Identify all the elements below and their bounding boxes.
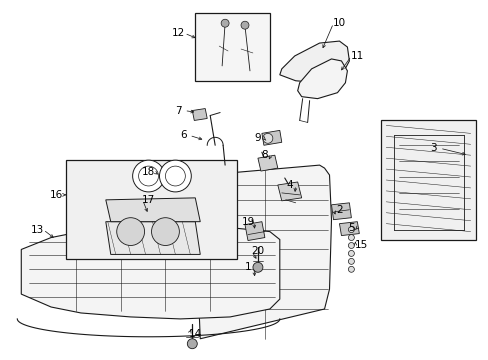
Bar [195,13,269,81]
Text: 15: 15 [354,240,367,251]
Text: 17: 17 [142,195,155,205]
Circle shape [132,160,164,192]
Circle shape [347,235,354,240]
Circle shape [252,262,263,272]
Text: 7: 7 [175,105,182,116]
Polygon shape [297,59,346,99]
Circle shape [151,218,179,246]
Polygon shape [21,226,279,319]
Bar [66,160,237,260]
Circle shape [347,266,354,272]
Circle shape [347,251,354,256]
Circle shape [138,166,158,186]
Text: 18: 18 [142,167,155,177]
Circle shape [187,339,197,349]
Polygon shape [279,41,349,83]
Text: 12: 12 [171,28,184,38]
Polygon shape [244,222,264,240]
Text: 5: 5 [347,222,354,233]
Polygon shape [257,155,277,171]
Text: 6: 6 [180,130,186,140]
Polygon shape [105,198,200,222]
Text: 1: 1 [244,262,251,272]
Polygon shape [105,222,200,255]
Circle shape [159,160,191,192]
Circle shape [347,227,354,233]
Circle shape [165,166,185,186]
Text: 11: 11 [350,51,363,61]
Text: 19: 19 [241,217,254,227]
Circle shape [347,258,354,264]
Text: 20: 20 [251,247,264,256]
Polygon shape [192,109,207,121]
Text: 10: 10 [332,18,346,28]
Text: 8: 8 [261,150,267,160]
Polygon shape [277,182,301,201]
Circle shape [221,19,228,27]
Circle shape [241,21,248,29]
Polygon shape [339,222,359,235]
Text: 13: 13 [30,225,44,235]
Text: 2: 2 [335,205,342,215]
Text: 4: 4 [286,180,292,190]
Polygon shape [262,130,281,145]
Polygon shape [198,165,331,339]
Bar [381,121,475,239]
Text: 9: 9 [254,133,261,143]
Text: 3: 3 [430,143,436,153]
Circle shape [117,218,144,246]
Polygon shape [331,203,351,220]
Circle shape [263,133,272,143]
Circle shape [347,243,354,248]
Text: 16: 16 [49,190,62,200]
Text: 14: 14 [188,329,202,339]
